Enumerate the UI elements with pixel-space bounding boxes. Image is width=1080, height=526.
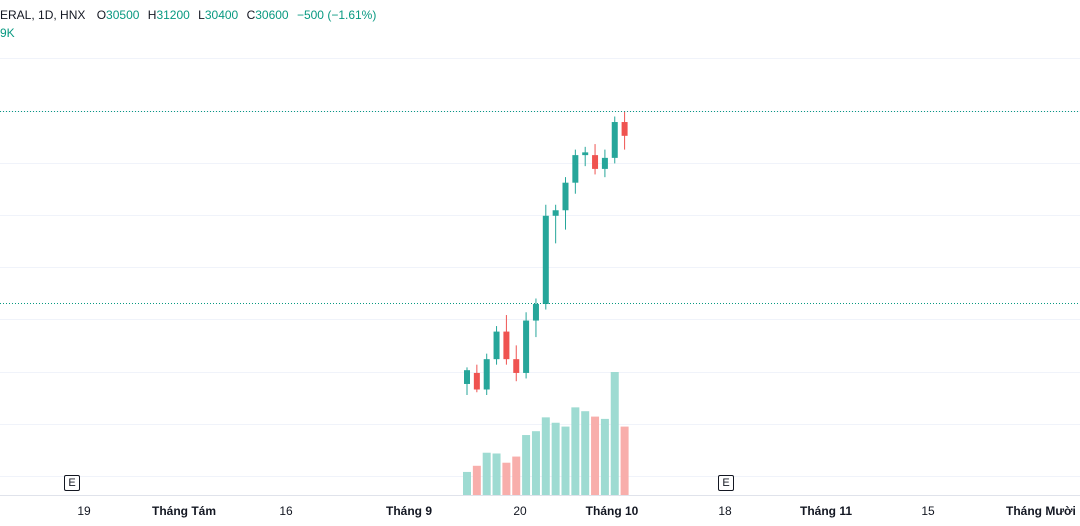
x-tick-label: Tháng Mười [1006, 504, 1076, 518]
candle-body [542, 215, 549, 305]
change-value: −500 (−1.61%) [296, 8, 377, 22]
candle-body [562, 182, 569, 211]
volume-bar [541, 417, 550, 495]
volume-bar [472, 465, 481, 495]
candle-body [532, 304, 539, 321]
candle-body [503, 331, 510, 360]
x-tick-label: Tháng 9 [385, 504, 433, 518]
candle-body [513, 359, 520, 373]
symbol-label: ERAL, 1D, HNX [0, 8, 86, 22]
volume-bar [600, 418, 609, 495]
volume-bar [581, 411, 590, 495]
high-label: H [147, 8, 157, 22]
x-tick-label: 15 [921, 504, 935, 518]
candles [464, 111, 628, 395]
grid-lines [0, 58, 1080, 477]
candle-body [473, 372, 480, 390]
x-tick-label: 20 [513, 504, 527, 518]
low-label: L [198, 8, 205, 22]
volume-bar [591, 416, 600, 495]
candlestick-chart[interactable] [0, 0, 1080, 495]
candle-body [493, 331, 500, 360]
low-value: 30400 [204, 8, 239, 22]
volume-bar [561, 426, 570, 495]
volume-legend: 9K [0, 26, 15, 40]
volume-bar [610, 372, 619, 495]
volume-bar [531, 431, 540, 495]
candle-body [592, 155, 599, 169]
high-value: 31200 [156, 8, 190, 22]
volume-bar [512, 456, 521, 495]
volume-bar [502, 462, 511, 495]
volume-bar [571, 407, 580, 495]
close-label: C [246, 8, 256, 22]
volume-bar [522, 435, 531, 495]
chart-area[interactable]: ERAL, 1D, HNX O30500 H31200 L30400 C3060… [0, 0, 1080, 495]
earnings-marker[interactable]: E [64, 475, 80, 491]
candle-body [523, 320, 530, 373]
earnings-marker[interactable]: E [718, 475, 734, 491]
x-tick-label: Tháng Tám [151, 504, 217, 518]
candle-body [611, 122, 618, 158]
x-tick-label: 18 [718, 504, 732, 518]
candle-body [552, 210, 559, 216]
open-value: 30500 [106, 8, 140, 22]
candle-body [601, 157, 608, 169]
volume-bar [482, 452, 491, 495]
volume-bar [492, 453, 501, 495]
ohlc-legend: ERAL, 1D, HNX O30500 H31200 L30400 C3060… [0, 8, 376, 22]
candle-body [483, 359, 490, 390]
x-tick-label: 16 [279, 504, 293, 518]
volume-bar [620, 426, 629, 495]
candle-body [582, 152, 589, 156]
volume-bar [463, 471, 471, 495]
volume-bars [463, 372, 629, 495]
close-value: 30600 [255, 8, 289, 22]
x-tick-label: 19 [77, 504, 91, 518]
volume-bar [551, 422, 560, 495]
candle-body [572, 155, 579, 183]
candle-body [464, 370, 470, 384]
open-label: O [96, 8, 107, 22]
x-tick-label: Tháng 11 [799, 504, 853, 518]
x-tick-label: Tháng 10 [585, 504, 639, 518]
candle-body [621, 122, 628, 136]
time-axis[interactable]: 19 Tháng Tám 16 Tháng 9 20 Tháng 10 18 T… [0, 495, 1080, 526]
price-lines [0, 111, 1080, 304]
